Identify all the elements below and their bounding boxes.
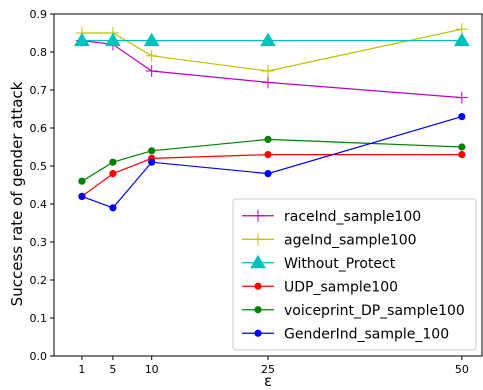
legend-marker — [254, 329, 262, 337]
data-point — [145, 49, 158, 62]
data-point — [260, 32, 276, 47]
y-tick-label: 0.2 — [30, 274, 48, 287]
series-line — [81, 138, 462, 182]
legend-box — [232, 198, 477, 351]
series-3 — [78, 151, 466, 200]
y-axis-label: Success rate of gender attack — [8, 81, 26, 306]
legend-entry: voiceprint_DP_sample100 — [242, 303, 465, 319]
data-point — [148, 147, 156, 155]
data-point — [458, 143, 466, 151]
data-point — [262, 65, 274, 77]
data-point — [74, 32, 90, 47]
y-tick-label: 0.0 — [30, 350, 48, 363]
x-tick-label: 5 — [109, 363, 116, 376]
legend-entry: GenderInd_sample_100 — [242, 326, 449, 342]
data-point — [105, 32, 121, 47]
data-point — [458, 113, 466, 121]
series-2 — [74, 32, 470, 47]
data-point — [109, 170, 117, 178]
series-1 — [75, 23, 468, 77]
y-tick-label: 0.8 — [30, 46, 48, 59]
y-tick-label: 0.3 — [30, 236, 48, 249]
y-tick-label: 0.9 — [30, 8, 48, 21]
series-line — [81, 40, 462, 99]
legend: raceInd_sample100 ageInd_sample100 Without… — [232, 198, 477, 351]
legend-marker — [252, 233, 264, 246]
legend-entry: UDP_sample100 — [242, 279, 398, 295]
x-tick-label: 50 — [455, 363, 469, 376]
y-tick-label: 0.5 — [30, 160, 48, 173]
data-point — [264, 135, 272, 143]
data-point — [455, 91, 468, 104]
data-point — [264, 170, 272, 178]
legend-entry: raceInd_sample100 — [242, 209, 421, 225]
data-point — [145, 65, 158, 77]
x-tick-label: 10 — [145, 363, 159, 376]
legend-marker — [252, 209, 264, 222]
y-tick-label: 0.1 — [30, 312, 48, 325]
x-tick-label: 25 — [261, 363, 275, 376]
y-tick-label: 0.6 — [30, 122, 48, 135]
data-point — [453, 32, 470, 47]
axes: 0.0 0.1 0.2 0.3 0.4 0.5 0.6 0.7 0.8 0.9 1 5 10 25 50 — [30, 8, 483, 376]
data-point — [148, 158, 156, 166]
data-point — [109, 158, 117, 166]
legend-label: GenderInd_sample_100 — [284, 326, 449, 342]
data-point — [109, 204, 117, 212]
series-4 — [78, 135, 466, 185]
x-axis-label: ε — [264, 372, 272, 390]
legend-entry: ageInd_sample100 — [242, 232, 417, 248]
data-point — [78, 177, 86, 185]
data-point — [458, 151, 466, 159]
data-point — [264, 151, 272, 159]
series-line — [81, 28, 462, 72]
legend-label: ageInd_sample100 — [284, 232, 417, 248]
legend-marker — [254, 306, 262, 314]
x-tick-label: 1 — [78, 363, 85, 376]
legend-marker — [250, 254, 266, 269]
series-line — [81, 154, 462, 197]
series-line — [81, 116, 463, 209]
legend-label: voiceprint_DP_sample100 — [284, 303, 465, 319]
series-5 — [78, 113, 466, 212]
legend-label: UDP_sample100 — [284, 279, 398, 295]
y-tick-label: 0.7 — [30, 84, 48, 97]
legend-entry: Without_Protect — [242, 254, 396, 272]
data-point — [143, 32, 160, 47]
legend-label: raceInd_sample100 — [284, 209, 421, 225]
legend-label: Without_Protect — [284, 256, 396, 272]
legend-marker — [254, 282, 262, 290]
series-layer — [74, 23, 470, 212]
data-point — [78, 192, 86, 200]
data-point — [262, 76, 274, 89]
y-tick-label: 0.4 — [30, 198, 48, 211]
